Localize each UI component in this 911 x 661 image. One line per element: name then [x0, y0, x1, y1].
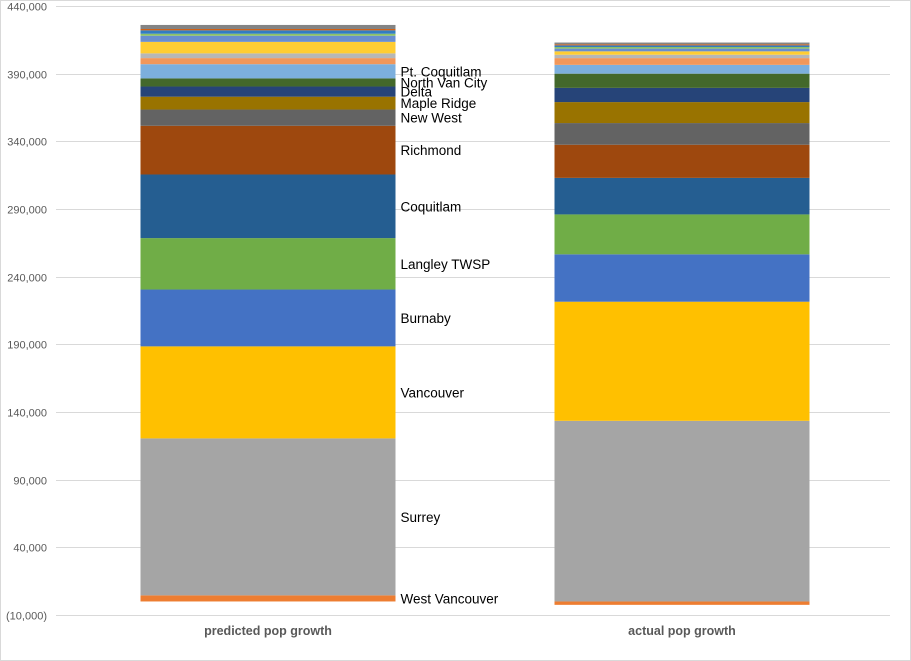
- bar-segment-delta: [554, 87, 810, 103]
- y-axis-tick-labels: (10,000) 40,000 90,000 140,000 190,000 240,00…: [6, 2, 47, 623]
- segment-label: Vancouver: [401, 385, 465, 400]
- y-tick-label: 440,000: [7, 2, 47, 14]
- bar-segment-maple-ridge: [554, 102, 810, 124]
- bar-segment-burnaby: [140, 289, 396, 347]
- x-axis-tick-labels: predicted pop growth actual pop growth: [204, 624, 736, 638]
- bar-segment-surrey: [554, 420, 810, 602]
- bar-segment-coquitlam: [140, 174, 396, 239]
- segment-label: North Van City: [401, 75, 488, 90]
- bar-segment-coquitlam: [554, 177, 810, 215]
- bar-segment-west-vancouver: [554, 601, 810, 605]
- bar-segment-pt-coquitlam: [554, 64, 810, 74]
- bar-segment-delta: [140, 86, 396, 97]
- bar-segment-12: [554, 58, 810, 65]
- y-tick-label: 290,000: [7, 205, 47, 217]
- bar-segment-16: [140, 33, 396, 36]
- segment-label: Delta: [401, 85, 433, 100]
- bar-segment-15: [554, 48, 810, 52]
- bar-segment-surrey: [140, 438, 396, 596]
- bar-segment-19: [140, 24, 396, 30]
- bar-segment-14: [554, 51, 810, 55]
- bar-segment-19: [554, 42, 810, 45]
- bar-segment-14: [140, 41, 396, 54]
- bar-segment-richmond: [554, 144, 810, 178]
- bar-segment-langley-twsp: [140, 238, 396, 290]
- segment-label: Langley TWSP: [401, 257, 491, 272]
- bar-segment-13: [140, 53, 396, 59]
- bar-segment-vancouver: [554, 301, 810, 421]
- segment-label: Coquitlam: [401, 199, 462, 214]
- bar-segment-new-west: [554, 123, 810, 145]
- y-tick-label: 40,000: [13, 543, 47, 555]
- segment-label: Maple Ridge: [401, 96, 477, 111]
- bar-segment-16: [554, 47, 810, 49]
- bar-segment-north-van-city: [554, 73, 810, 88]
- bar-segment-vancouver: [140, 346, 396, 439]
- segment-label: Pt. Coquitlam: [401, 64, 482, 79]
- y-tick-label: (10,000): [6, 611, 47, 623]
- segment-label: Burnaby: [401, 311, 452, 326]
- y-tick-label: 390,000: [7, 70, 47, 82]
- bar-segment-north-van-city: [140, 78, 396, 87]
- bar-segment-burnaby: [554, 254, 810, 302]
- y-tick-label: 190,000: [7, 340, 47, 352]
- bar-segment-west-vancouver: [140, 595, 396, 602]
- segment-label: New West: [401, 111, 463, 126]
- y-tick-label: 90,000: [13, 476, 47, 488]
- bars: [140, 24, 810, 605]
- x-tick-label: predicted pop growth: [204, 624, 332, 638]
- segment-label: Surrey: [401, 510, 441, 525]
- bar-segment-langley-twsp: [554, 214, 810, 255]
- y-tick-label: 140,000: [7, 408, 47, 420]
- bar-segment-17: [554, 45, 810, 48]
- bar-segment-maple-ridge: [140, 96, 396, 110]
- bar-segment-17: [140, 30, 396, 34]
- y-tick-label: 240,000: [7, 273, 47, 285]
- bar-segment-richmond: [140, 125, 396, 175]
- bar-segment-pt-coquitlam: [140, 64, 396, 79]
- bar-segment-12: [140, 58, 396, 65]
- segment-labels: West Vancouver Surrey Vancouver Burnaby Lang…: [401, 64, 499, 606]
- y-tick-label: 340,000: [7, 137, 47, 149]
- segment-label: Richmond: [401, 143, 462, 158]
- bar-segment-new-west: [140, 109, 396, 126]
- x-tick-label: actual pop growth: [628, 624, 736, 638]
- bar-segment-18: [140, 29, 396, 31]
- bar-segment-18: [554, 44, 810, 46]
- segment-label: West Vancouver: [401, 591, 499, 606]
- bar-segment-13: [554, 54, 810, 59]
- bar-segment-15: [140, 35, 396, 42]
